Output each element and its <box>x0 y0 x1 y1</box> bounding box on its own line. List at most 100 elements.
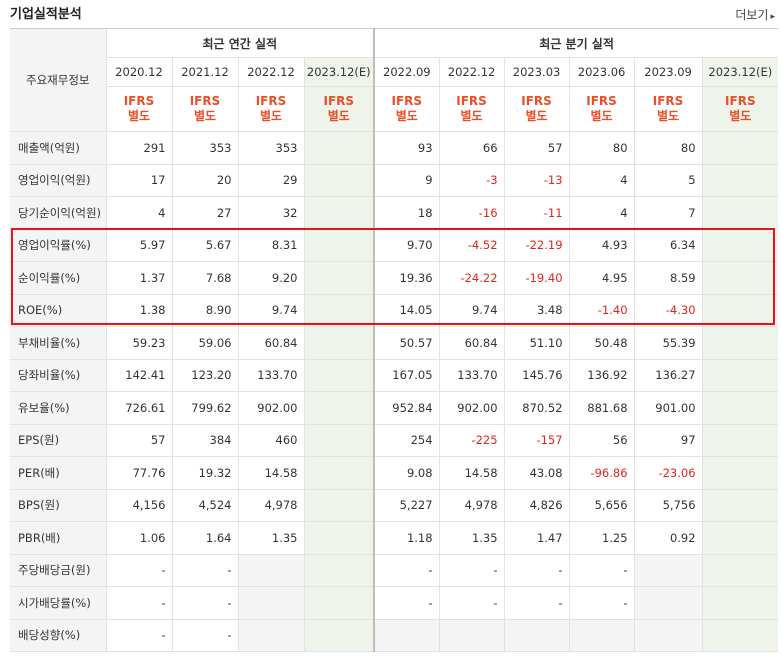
ifrs-label: IFRS 별도 <box>701 86 779 132</box>
value-cell: 870.52 <box>503 391 570 425</box>
ifrs-bottom: 별도 <box>193 109 217 123</box>
ifrs-top: IFRS <box>255 94 287 108</box>
value-cell: 9.08 <box>373 456 440 490</box>
table-row: 영업이익(억원) 17 20 29 9 -3 -13 4 5 <box>10 164 779 197</box>
value-cell <box>303 229 375 262</box>
value-cell: - <box>171 554 238 587</box>
table-row: 부채비율(%) 59.23 59.06 60.84 50.57 60.84 51.10 50.… <box>10 326 779 360</box>
value-cell: -22.19 <box>503 229 570 262</box>
value-cell: 80 <box>568 131 635 165</box>
ifrs-top: IFRS <box>391 94 423 108</box>
value-cell: 3.48 <box>503 294 570 327</box>
period-header: 2023.09 <box>633 57 703 87</box>
table-row: 매출액(억원) 291 353 353 93 66 57 80 80 <box>10 131 779 165</box>
value-cell <box>237 586 304 620</box>
table-row: PBR(배) 1.06 1.64 1.35 1.18 1.35 1.47 1.25 0.92 <box>10 521 779 555</box>
value-cell: 59.23 <box>105 326 172 360</box>
value-cell: -157 <box>503 424 570 457</box>
table-row: BPS(원) 4,156 4,524 4,978 5,227 4,978 4,826 5,65… <box>10 489 779 522</box>
value-cell: 57 <box>105 424 172 457</box>
value-cell: 7.68 <box>171 261 238 295</box>
value-cell <box>303 489 375 522</box>
row-label: 매출액(억원) <box>10 131 106 165</box>
value-cell: 77.76 <box>105 456 172 490</box>
value-cell: 136.27 <box>633 359 703 392</box>
value-cell: -4.52 <box>438 229 505 262</box>
value-cell <box>701 391 779 425</box>
value-cell: 27 <box>171 196 238 230</box>
value-cell: -1.40 <box>568 294 635 327</box>
value-cell: - <box>373 586 440 620</box>
ifrs-label: IFRS 별도 <box>568 86 635 132</box>
value-cell: 0.92 <box>633 521 703 555</box>
value-cell: 4,978 <box>438 489 505 522</box>
row-label: PER(배) <box>10 456 106 490</box>
value-cell: 7 <box>633 196 703 230</box>
ifrs-top: IFRS <box>725 94 756 108</box>
period-header: 2023.03 <box>503 57 570 87</box>
ifrs-bottom: 별도 <box>460 109 483 123</box>
value-cell: 9.20 <box>237 261 304 295</box>
value-cell <box>303 586 375 620</box>
value-cell: 4 <box>568 196 635 230</box>
row-label: 유보율(%) <box>10 391 106 425</box>
value-cell: 8.59 <box>633 261 703 295</box>
table-row: ROE(%) 1.38 8.90 9.74 14.05 9.74 3.48 -1.40 -4.3… <box>10 294 779 327</box>
ifrs-bottom: 별도 <box>259 109 283 123</box>
row-label: 당좌비율(%) <box>10 359 106 392</box>
value-cell: 8.31 <box>237 229 304 262</box>
value-cell: 133.70 <box>237 359 304 392</box>
value-cell: 14.05 <box>373 294 440 327</box>
row-label: EPS(원) <box>10 424 106 457</box>
value-cell: 726.61 <box>105 391 172 425</box>
value-cell: 5.97 <box>105 229 172 262</box>
value-cell <box>303 521 375 555</box>
value-cell: 17 <box>105 164 172 197</box>
period-header: 2021.12 <box>171 57 238 87</box>
value-cell: 50.48 <box>568 326 635 360</box>
value-cell <box>701 164 779 197</box>
row-label: BPS(원) <box>10 489 106 522</box>
value-cell <box>701 131 779 165</box>
value-cell: 4.95 <box>568 261 635 295</box>
value-cell: 142.41 <box>105 359 172 392</box>
value-cell: 29 <box>237 164 304 197</box>
value-cell: 9 <box>373 164 440 197</box>
value-cell: -11 <box>503 196 570 230</box>
value-cell: 4 <box>105 196 172 230</box>
value-cell: 1.35 <box>438 521 505 555</box>
value-cell: - <box>171 586 238 620</box>
table-row: 유보율(%) 726.61 799.62 902.00 952.84 902.00 870.… <box>10 391 779 425</box>
more-link[interactable]: 더보기 ▸ <box>735 6 775 23</box>
value-cell: 56 <box>568 424 635 457</box>
value-cell: 60.84 <box>438 326 505 360</box>
period-header: 2022.09 <box>373 57 440 87</box>
value-cell: 1.37 <box>105 261 172 295</box>
value-cell: 5,656 <box>568 489 635 522</box>
value-cell: 9.74 <box>237 294 304 327</box>
value-cell: 9.70 <box>373 229 440 262</box>
value-cell <box>633 619 703 652</box>
value-cell <box>633 586 703 620</box>
ifrs-bottom: 별도 <box>327 109 350 123</box>
value-cell: 4 <box>568 164 635 197</box>
value-cell: - <box>105 554 172 587</box>
value-cell: 32 <box>237 196 304 230</box>
value-cell <box>701 554 779 587</box>
value-cell: - <box>568 554 635 587</box>
row-label: 주당배당금(원) <box>10 554 106 587</box>
value-cell: 902.00 <box>237 391 304 425</box>
period-header: 2022.12 <box>237 57 304 87</box>
value-cell: 353 <box>237 131 304 165</box>
value-cell: 6.34 <box>633 229 703 262</box>
table-row: 배당성향(%) - - <box>10 619 779 652</box>
row-label-header: 주요재무정보 <box>10 28 106 132</box>
table-row: 순이익률(%) 1.37 7.68 9.20 19.36 -24.22 -19.40 4.95… <box>10 261 779 295</box>
value-cell: 8.90 <box>171 294 238 327</box>
period-header: 2023.12(E) <box>701 57 779 87</box>
ifrs-bottom: 별도 <box>729 109 752 123</box>
ifrs-bottom: 별도 <box>590 109 613 123</box>
value-cell <box>303 359 375 392</box>
value-cell <box>701 229 779 262</box>
value-cell: - <box>438 586 505 620</box>
